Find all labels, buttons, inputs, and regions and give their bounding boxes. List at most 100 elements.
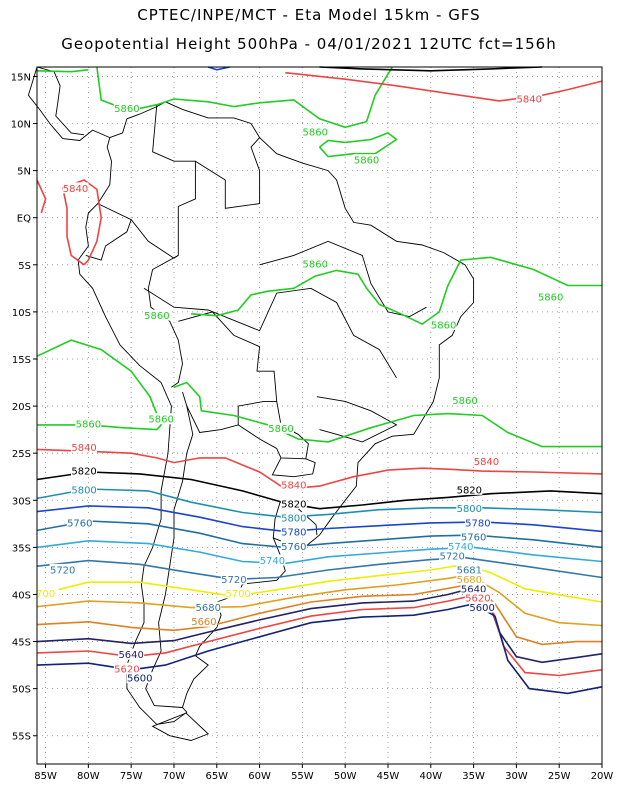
5820-contour: [319, 66, 543, 72]
lat-tick-label: 15N: [11, 72, 31, 83]
contour-label: 5860: [268, 424, 293, 435]
contour-label: 5800: [71, 485, 96, 496]
contour-label: 5720: [221, 575, 246, 586]
border-ecuador: [85, 219, 132, 261]
map-subtitle: Geopotential Height 500hPa - 04/01/2021 …: [61, 35, 557, 53]
contour-label: 5620: [114, 664, 139, 675]
5640-contour: [36, 587, 603, 664]
lat-tick-label: 55S: [12, 732, 31, 743]
contour-label: 5700: [225, 589, 250, 600]
contour-label: 5820: [281, 499, 306, 510]
contour-label-bg: [430, 319, 457, 331]
contour-label: 5640: [118, 650, 143, 661]
5680-contour: [36, 573, 603, 627]
lon-tick-label: 75W: [120, 771, 143, 782]
lon-tick-label: 65W: [205, 771, 228, 782]
contour-label-bg: [49, 563, 76, 575]
contour-label-bg: [32, 587, 59, 599]
contour-label: 5840: [71, 443, 96, 454]
contour-label-bg: [280, 479, 307, 491]
lat-tick-label: 45S: [12, 638, 31, 649]
contour-label-bg: [71, 465, 98, 477]
lat-tick-label: 35S: [12, 543, 31, 554]
contour-label: 5720: [439, 551, 464, 562]
contour-label-bg: [516, 92, 543, 104]
contour-label-bg: [280, 540, 307, 552]
contour-label-bg: [280, 497, 307, 509]
contour-label: 5860: [354, 156, 379, 167]
lon-tick-label: 70W: [163, 771, 186, 782]
contour-label: 5681: [457, 565, 482, 576]
contour-label: 5840: [281, 481, 306, 492]
contour-label: 5840: [63, 184, 88, 195]
contour-label: 5840: [474, 457, 499, 468]
contour-lines: [36, 66, 603, 695]
longitude-ticks: 85W 80W 75W 70W 65W 60W 55W 50W 45W 40W 35W 30W 25W 2…: [34, 764, 613, 782]
contour-label: 5860: [114, 104, 139, 115]
contour-label: 5860: [148, 415, 173, 426]
contour-label-bg: [190, 615, 217, 627]
contour-label: 5760: [67, 518, 92, 529]
contour-label: 5760: [461, 532, 486, 543]
contour-label: 5740: [260, 556, 285, 567]
contour-label-bg: [353, 154, 380, 166]
lon-tick-label: 50W: [334, 771, 357, 782]
contour-label: 5720: [50, 565, 75, 576]
latitude-ticks: 15N 10N 5N EQ 5S 10S 15S 20S 25S 30S 35S 40S 45S 50S 5…: [11, 72, 37, 743]
central-america-coast: [27, 66, 110, 141]
contour-label: 700: [36, 589, 55, 600]
border-brazil-states: [143, 287, 397, 379]
contour-label: 5820: [457, 485, 482, 496]
contour-label-bg: [439, 549, 466, 561]
5860-contour: [173, 381, 602, 448]
5820-contour: [36, 471, 603, 510]
5840-contour: [61, 179, 103, 266]
contour-label: 5660: [191, 617, 216, 628]
lat-tick-label: 5N: [17, 167, 31, 178]
tierra-del-fuego: [151, 712, 210, 741]
contour-label: 5860: [302, 127, 327, 138]
5620-contour: [36, 594, 603, 677]
contour-label-bg: [66, 516, 93, 528]
lon-tick-label: 35W: [462, 771, 485, 782]
contour-label-bg: [113, 102, 140, 114]
contour-label: 5860: [431, 321, 456, 332]
contour-label: 5840: [517, 94, 542, 105]
contour-label: 5680: [457, 575, 482, 586]
contour-label-bg: [62, 182, 89, 194]
contour-label-bg: [447, 540, 474, 552]
border-misiones: [271, 457, 316, 478]
contour-label-bg: [71, 483, 98, 495]
5600-contour: [36, 603, 603, 695]
lat-tick-label: 15S: [12, 355, 31, 366]
5720-contour: [36, 556, 603, 581]
contour-label-bg: [220, 573, 247, 585]
contour-labels: 5860 5860 5860 5860 5860 5860 5860 5860 5860 5860…: [32, 92, 564, 685]
contour-label-bg: [118, 648, 145, 660]
border-andes: [145, 406, 194, 708]
5700-contour: [53, 563, 603, 603]
lat-tick-label: 30S: [12, 496, 31, 507]
contour-label: 5820: [71, 467, 96, 478]
map-title: CPTEC/INPE/MCT - Eta Model 15km - GFS: [137, 6, 481, 24]
contour-label: 5800: [457, 504, 482, 515]
lat-tick-label: 50S: [12, 685, 31, 696]
contour-label: 5860: [302, 259, 327, 270]
contour-label: 5640: [461, 584, 486, 595]
lon-tick-label: 20W: [591, 771, 614, 782]
contour-label-bg: [460, 530, 487, 542]
5740-contour: [36, 539, 603, 565]
contour-label-bg: [267, 422, 294, 434]
lon-tick-label: 80W: [77, 771, 100, 782]
5780-contour: [36, 505, 603, 533]
lon-tick-label: 30W: [505, 771, 528, 782]
5860-contour: [36, 69, 89, 73]
south-america-coast: [77, 101, 475, 725]
lat-tick-label: 5S: [18, 261, 31, 272]
5660-contour: [36, 582, 602, 646]
5840-contour: [36, 179, 47, 214]
contour-label: 5860: [452, 396, 477, 407]
contour-label: 5760: [281, 542, 306, 553]
5840-contour: [36, 448, 603, 490]
contour-label: 5860: [144, 311, 169, 322]
